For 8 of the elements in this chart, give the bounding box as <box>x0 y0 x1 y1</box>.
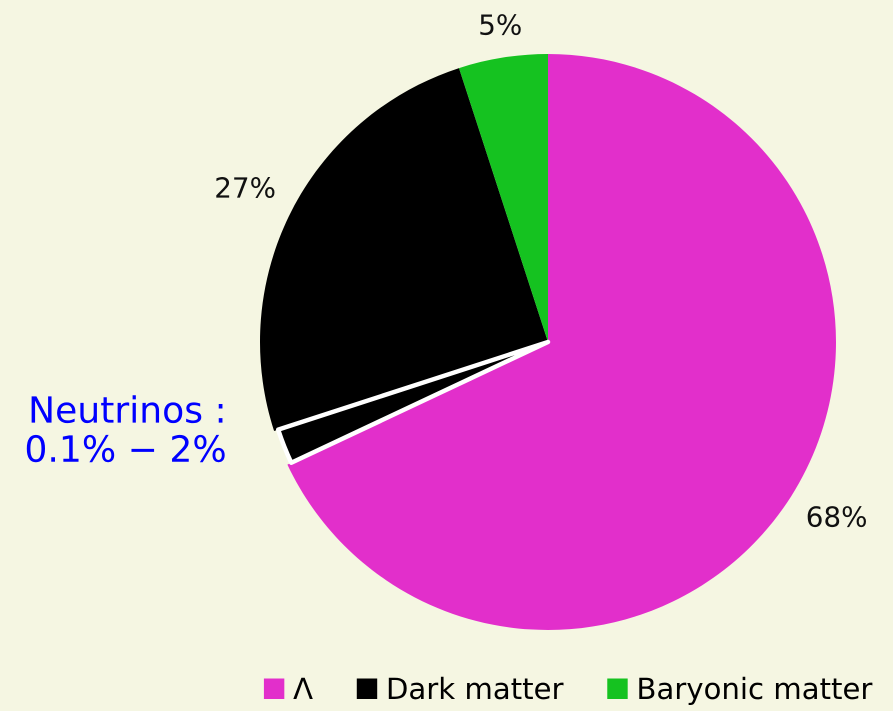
text: 27% <box>216 177 274 198</box>
data-label: 5% <box>480 14 521 36</box>
data-label: 68% <box>808 506 866 528</box>
legend-label: Λ <box>293 678 313 699</box>
pie-slice <box>459 54 548 342</box>
legend-label: Dark matter <box>388 676 564 700</box>
legend-label: Baryonic matter <box>639 676 872 706</box>
text: Neutrinos : 0.1% − 2% <box>26 395 225 462</box>
